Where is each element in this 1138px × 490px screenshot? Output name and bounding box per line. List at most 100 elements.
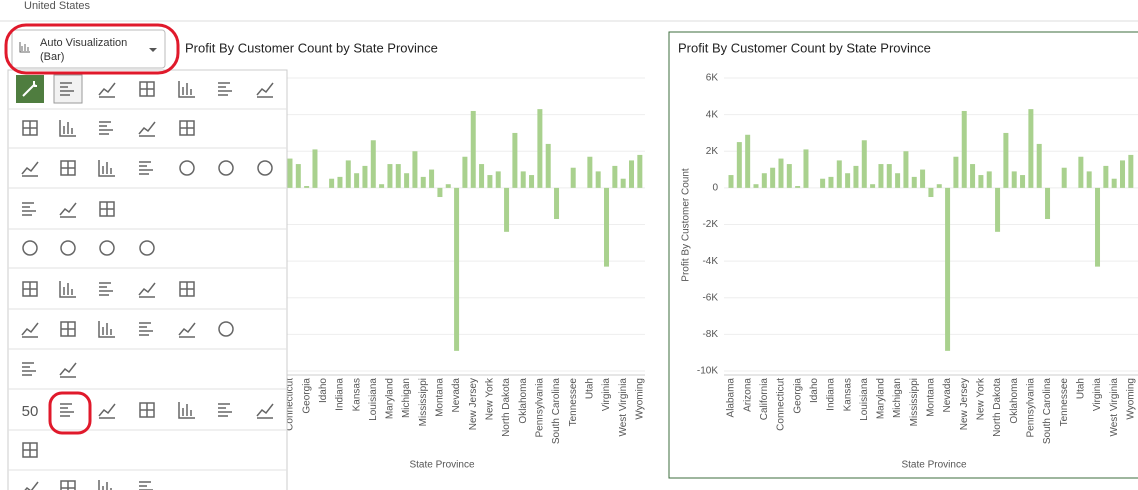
x-tick-label: South Carolina [551, 378, 562, 445]
viz-icon[interactable] [139, 481, 153, 490]
viz-icon[interactable] [139, 402, 155, 418]
icon-shape [257, 160, 273, 176]
icon-shape [22, 442, 38, 458]
bar [629, 160, 635, 188]
viz-icon[interactable] [178, 81, 195, 98]
visualization-menu: 50 [7, 69, 288, 490]
bar [770, 167, 776, 188]
bar [604, 187, 610, 267]
viz-icon[interactable] [60, 321, 76, 337]
x-tick-label: Pennsylvania [1026, 378, 1037, 438]
bar [445, 184, 451, 188]
viz-icon[interactable] [99, 121, 113, 135]
viz-icon[interactable] [98, 160, 115, 177]
icon-shape [99, 282, 113, 296]
bar [479, 164, 485, 188]
viz-icon[interactable] [218, 321, 234, 337]
viz-icon[interactable] [60, 403, 74, 417]
viz-icon[interactable] [53, 74, 83, 104]
viz-icon[interactable] [59, 281, 76, 298]
x-tick-label: Idaho [809, 378, 820, 403]
viz-icon[interactable] [138, 282, 156, 298]
y-tick-label: 6K [706, 73, 719, 84]
x-tick-label: New York [485, 377, 496, 420]
viz-icon[interactable] [59, 362, 77, 378]
icon-shape [22, 281, 38, 297]
x-tick-label: Indiana [826, 378, 837, 411]
bar [504, 187, 510, 232]
bar [828, 176, 834, 188]
x-tick-label: Oklahoma [1009, 378, 1020, 424]
dropdown-label[interactable]: Auto Visualization [40, 37, 127, 49]
viz-icon[interactable] [179, 160, 195, 176]
bar [437, 187, 443, 198]
viz-icon[interactable] [59, 202, 77, 218]
bar [487, 175, 493, 188]
viz-icon[interactable] [21, 322, 39, 338]
x-tick-label: Montana [435, 378, 446, 417]
viz-icon[interactable] [179, 281, 195, 297]
viz-icon[interactable] [22, 281, 38, 297]
viz-icon[interactable] [139, 322, 153, 336]
viz-icon[interactable] [256, 403, 274, 419]
bar [354, 173, 360, 188]
bar [1061, 167, 1067, 188]
viz-icon[interactable] [99, 282, 113, 296]
x-tick-label: Michigan [401, 378, 412, 418]
viz-icon[interactable] [22, 442, 38, 458]
x-tick-label: Georgia [792, 378, 803, 414]
x-tick-label: Alabama [726, 378, 737, 418]
icon-shape [138, 282, 156, 298]
dropdown[interactable]: Auto Visualization (Bar) [4, 23, 180, 75]
viz-icon[interactable] [98, 321, 115, 338]
viz-icon[interactable] [139, 81, 155, 97]
viz-icon[interactable] [218, 403, 232, 417]
bar [537, 109, 543, 188]
viz-icon[interactable] [60, 160, 76, 176]
viz-icon[interactable] [22, 240, 38, 256]
dropdown-label[interactable]: (Bar) [40, 51, 64, 63]
icon-shape [22, 202, 36, 216]
viz-icon[interactable] [99, 240, 115, 256]
icon-shape [178, 402, 195, 419]
viz-icon[interactable] [256, 82, 274, 98]
viz-icon[interactable] [138, 121, 156, 137]
viz-icon[interactable] [99, 201, 115, 217]
viz-icon[interactable] [98, 82, 116, 98]
viz-icon[interactable] [22, 120, 38, 136]
bar [878, 164, 884, 188]
viz-icon[interactable] [179, 120, 195, 136]
dropdown-box[interactable] [11, 29, 166, 69]
viz-icon[interactable] [178, 322, 196, 338]
viz-icon[interactable] [139, 240, 155, 256]
viz-icon[interactable]: 50 [22, 403, 39, 420]
viz-icon[interactable] [139, 161, 153, 175]
x-tick-label: New Jersey [468, 378, 479, 430]
viz-icon[interactable] [218, 82, 232, 96]
bar [337, 176, 343, 188]
icon-shape [139, 240, 155, 256]
icon-shape [60, 321, 76, 337]
viz-icon[interactable] [22, 362, 36, 376]
icon-shape [59, 202, 77, 218]
viz-icon[interactable] [257, 160, 273, 176]
viz-icon[interactable] [59, 120, 76, 137]
viz-icon[interactable] [22, 202, 36, 216]
icon-selected-bg [53, 74, 83, 104]
x-tick-label: Idaho [318, 378, 329, 403]
bar [903, 151, 909, 188]
viz-icon[interactable] [21, 161, 39, 177]
y-tick-label: -4K [702, 256, 718, 267]
viz-icon[interactable] [60, 480, 76, 490]
highlight-oval [4, 23, 180, 75]
viz-icon[interactable] [178, 402, 195, 419]
viz-icon[interactable] [98, 403, 116, 419]
viz-icon[interactable] [60, 240, 76, 256]
icon-shape [139, 161, 153, 175]
icon-shape [59, 120, 76, 137]
icon-shape [22, 362, 36, 376]
viz-icon[interactable] [16, 75, 44, 103]
x-tick-label: Louisiana [859, 378, 870, 421]
viz-icon[interactable] [218, 160, 234, 176]
